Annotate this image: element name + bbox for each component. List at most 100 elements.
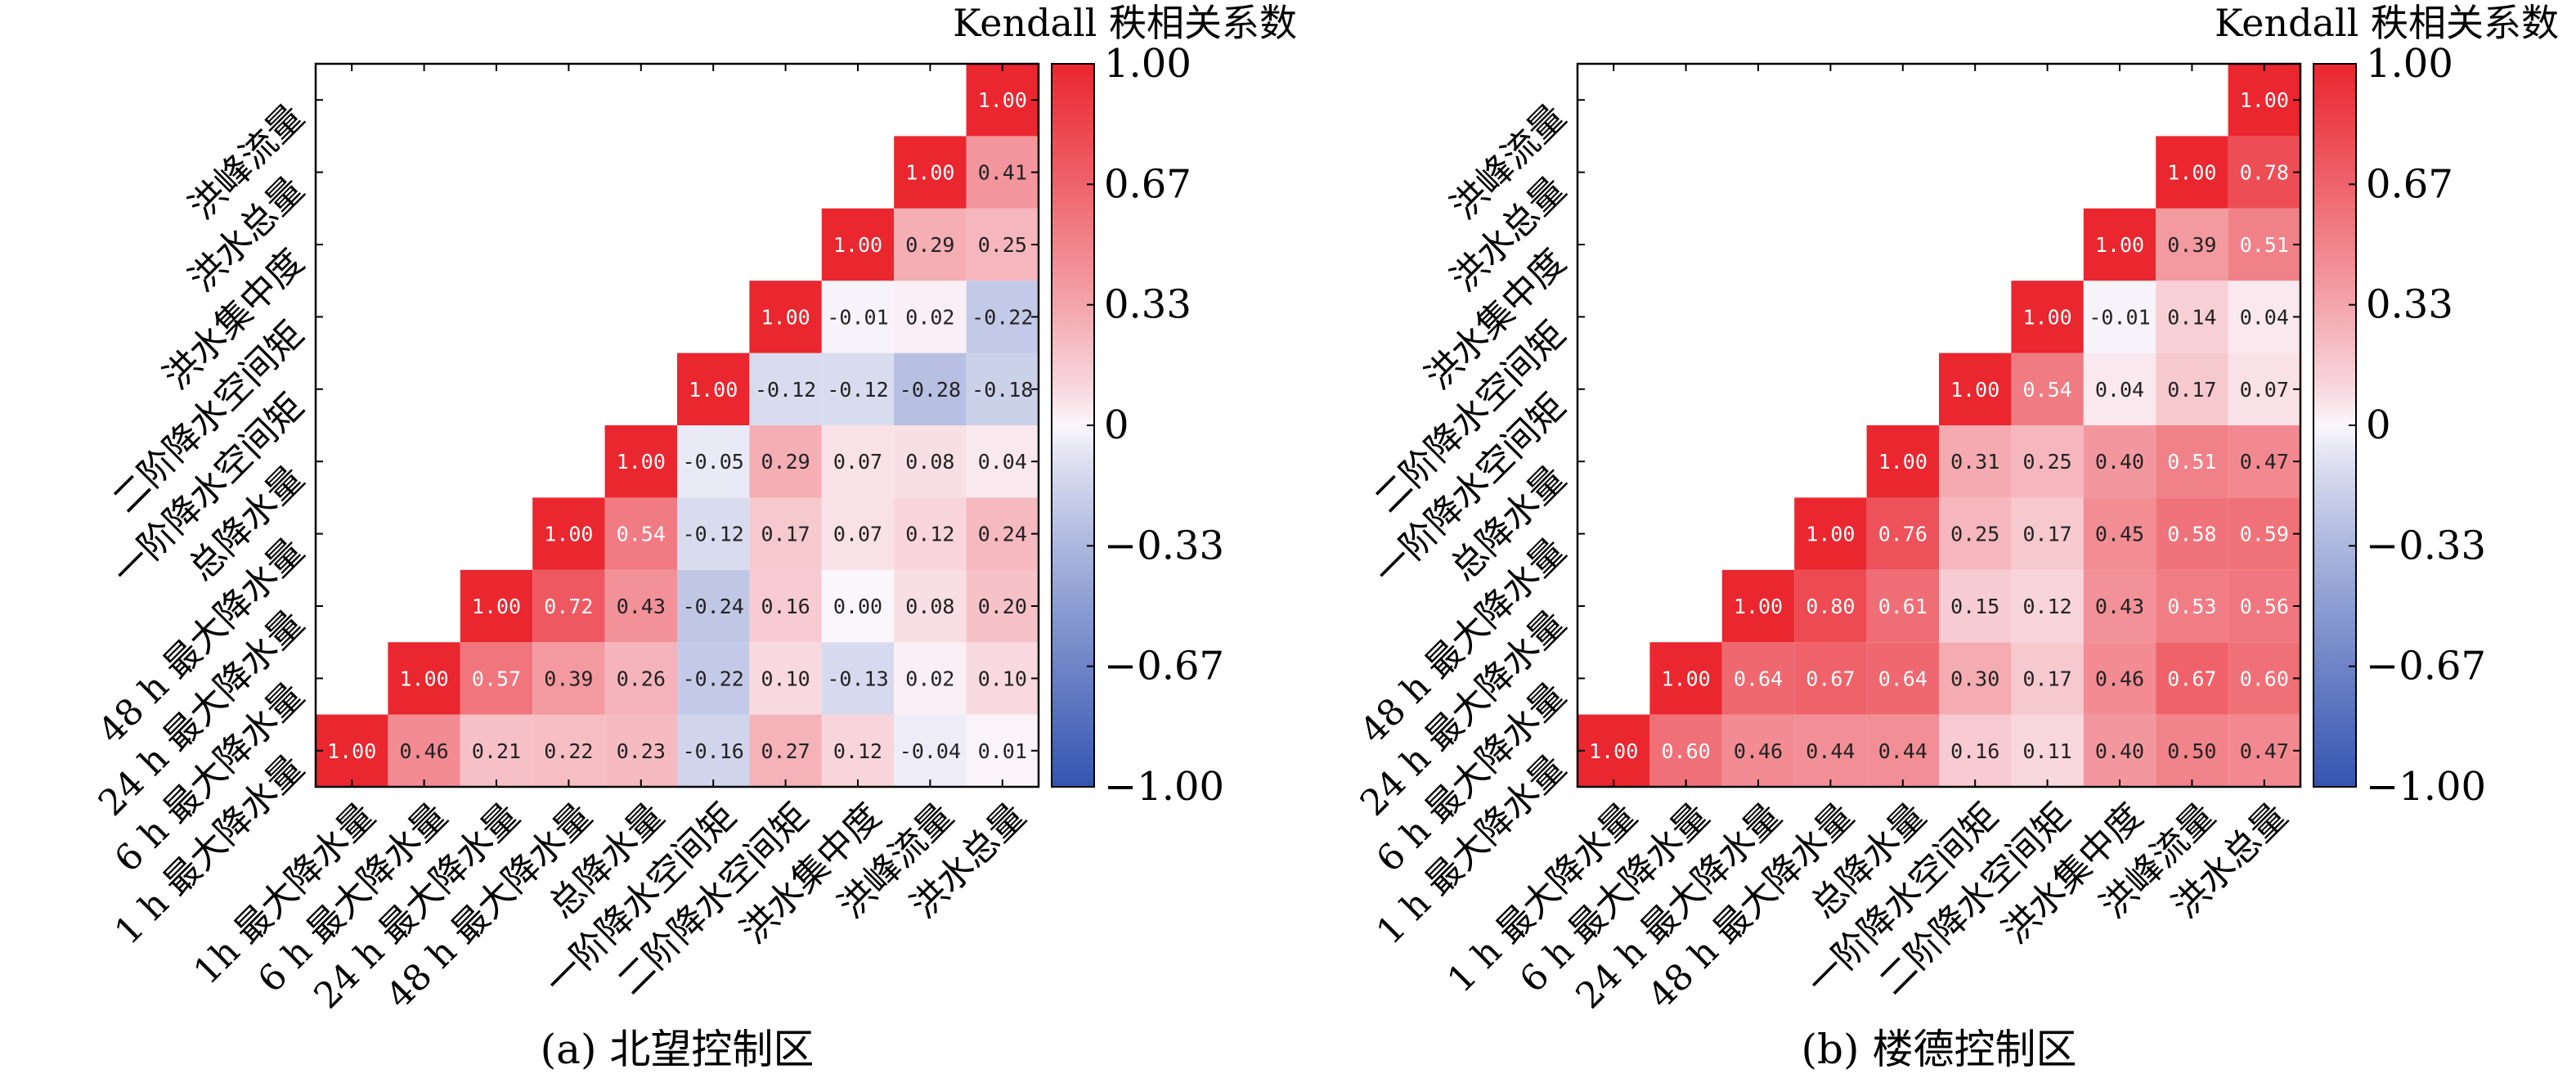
cell-value-label: 0.47 xyxy=(2240,450,2289,474)
cell-value-label: 0.51 xyxy=(2167,450,2216,474)
cell-value-label: 1.00 xyxy=(1878,450,1928,474)
cell-value-label: 0.08 xyxy=(905,595,954,618)
heatmap-cell xyxy=(2083,425,2156,498)
heatmap-cell xyxy=(2228,714,2300,787)
cell-value-label: 0.61 xyxy=(1878,595,1928,618)
cell-value-label: 1.00 xyxy=(1589,739,1638,763)
cell-value-label: 1.00 xyxy=(2022,305,2071,329)
heatmap-cell xyxy=(2083,497,2156,570)
cell-value-label: 0.17 xyxy=(2022,523,2071,546)
heatmap-cell xyxy=(677,425,750,498)
heatmap-cell xyxy=(821,497,895,570)
cell-value-label: 0.30 xyxy=(1950,667,1999,690)
heatmap-cell xyxy=(966,425,1039,498)
cell-value-label: 0.64 xyxy=(1734,667,1783,690)
cell-value-label: 1.00 xyxy=(544,523,593,546)
heatmap-cell xyxy=(604,497,677,570)
cell-value-label: 0.23 xyxy=(617,739,666,763)
cell-value-label: 0.07 xyxy=(2240,378,2289,402)
heatmap-cell xyxy=(2011,353,2084,425)
cell-value-label: 0.04 xyxy=(2240,305,2289,329)
heatmap-cell xyxy=(2156,136,2228,209)
cell-value-label: 0.17 xyxy=(2022,667,2071,690)
cell-value-label: 1.00 xyxy=(1734,595,1783,618)
cell-value-label: 0.02 xyxy=(905,667,954,690)
cell-value-label: -0.24 xyxy=(683,595,744,618)
heatmap-cell xyxy=(388,714,460,787)
heatmap-cell xyxy=(2156,497,2228,570)
cell-value-label: 0.07 xyxy=(833,450,882,474)
heatmap-cell xyxy=(2083,208,2156,281)
heatmap-cell xyxy=(2011,497,2084,570)
panel-subtitle: (b) 楼德控制区 xyxy=(1802,1026,2077,1073)
cell-value-label: -0.22 xyxy=(972,305,1033,329)
heatmap-cell xyxy=(677,642,750,715)
cell-value-label: -0.16 xyxy=(683,739,744,763)
cell-value-label: 1.00 xyxy=(327,739,376,763)
cell-value-label: 0.43 xyxy=(2095,595,2144,618)
cell-value-label: 0.58 xyxy=(2167,523,2216,546)
cell-value-label: 0.45 xyxy=(2095,523,2144,546)
heatmap-cell xyxy=(677,353,750,425)
cell-value-label: 1.00 xyxy=(472,595,521,618)
heatmap-cell xyxy=(460,714,533,787)
heatmap-cell xyxy=(677,714,750,787)
cell-value-label: 0.14 xyxy=(2167,305,2216,329)
heatmap-cell xyxy=(1577,714,1650,787)
heatmap-cell xyxy=(1939,353,2012,425)
colorbar-tick-label: 0.33 xyxy=(1104,282,1192,328)
heatmap-cell xyxy=(966,208,1039,281)
heatmap-cell xyxy=(966,281,1039,353)
cell-value-label: 0.08 xyxy=(905,450,954,474)
heatmap-cell xyxy=(2011,281,2084,353)
heatmap-cell xyxy=(2156,642,2228,715)
cell-value-label: 0.04 xyxy=(2095,378,2144,402)
cell-value-label: 1.00 xyxy=(2167,161,2216,185)
colorbar-tick-label: −1.00 xyxy=(1104,764,1224,810)
cell-value-label: -0.28 xyxy=(900,378,961,402)
cell-value-label: 0.54 xyxy=(2022,378,2071,402)
cell-value-label: 0.46 xyxy=(399,739,448,763)
cell-value-label: 0.11 xyxy=(2022,739,2071,763)
cell-value-label: -0.05 xyxy=(683,450,744,474)
cell-value-label: 1.00 xyxy=(1661,667,1710,690)
heatmap-cell xyxy=(532,569,605,643)
heatmap-cell xyxy=(2228,136,2300,209)
heatmap-cell xyxy=(1649,642,1722,715)
cell-value-label: 1.00 xyxy=(689,378,738,402)
heatmap-cell xyxy=(1939,569,2012,643)
heatmap-cell xyxy=(1794,569,1867,643)
colorbar-title: Kendall 秩相关系数 xyxy=(953,1,1297,45)
heatmap-cell xyxy=(2228,64,2300,137)
colorbar-tick-label: 0 xyxy=(2366,402,2391,448)
cell-value-label: 1.00 xyxy=(978,88,1027,112)
heatmap-cell xyxy=(749,642,822,715)
cell-value-label: 0.76 xyxy=(1878,523,1928,546)
cell-value-label: 0.16 xyxy=(761,595,810,618)
heatmap-cell xyxy=(894,497,967,570)
cell-value-label: -0.12 xyxy=(683,523,744,546)
cell-value-label: 0.64 xyxy=(1878,667,1928,690)
heatmap-cell xyxy=(821,642,895,715)
heatmap-cell xyxy=(532,497,605,570)
heatmap-cell xyxy=(2228,281,2300,353)
heatmap-cell xyxy=(1866,714,1939,787)
plot-frame xyxy=(314,62,1040,788)
cell-value-label: 0.47 xyxy=(2240,739,2289,763)
cell-value-label: 0.29 xyxy=(761,450,810,474)
cell-value-label: 0.25 xyxy=(2022,450,2071,474)
cell-value-label: 0.29 xyxy=(905,233,954,257)
cell-value-label: 0.04 xyxy=(978,450,1027,474)
heatmap-cell xyxy=(2156,281,2228,353)
cell-value-label: 0.44 xyxy=(1806,739,1855,763)
heatmap-cell xyxy=(1721,569,1795,643)
heatmap-cell xyxy=(2156,714,2228,787)
heatmap-cell xyxy=(1794,714,1867,787)
cell-value-label: 0.26 xyxy=(617,667,666,690)
heatmap-cell xyxy=(2083,642,2156,715)
heatmap-cell xyxy=(532,714,605,787)
cell-value-label: 1.00 xyxy=(761,305,810,329)
heatmap-cell xyxy=(2156,353,2228,425)
heatmap-cell xyxy=(749,281,822,353)
